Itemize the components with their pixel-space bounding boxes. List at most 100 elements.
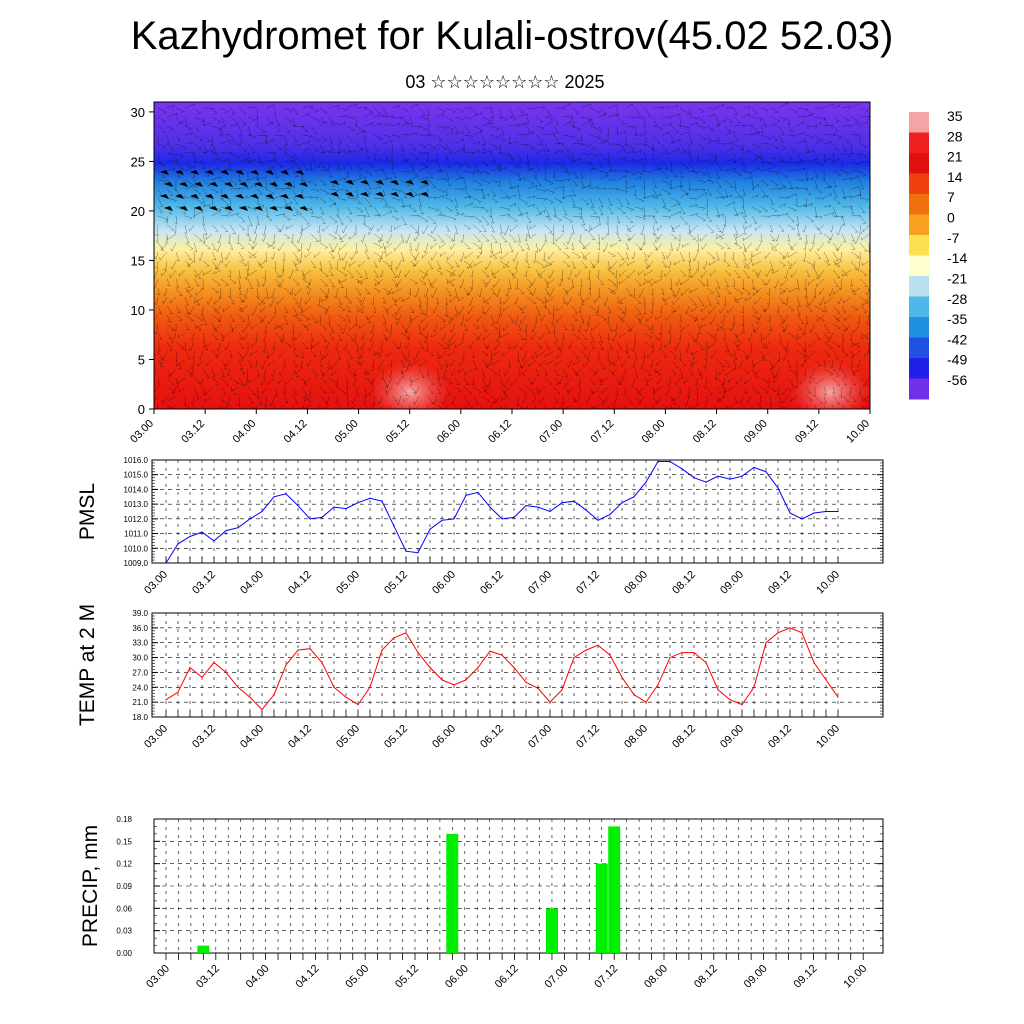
y-tick-label-0-00: 0.00 — [116, 949, 132, 958]
x-tick-label-07-00: 07.00 — [526, 723, 554, 751]
colorbar-label-0: 0 — [947, 210, 955, 226]
x-tick-label-05-12: 05.12 — [393, 963, 421, 991]
y-tick-label-1013-0: 1013.0 — [124, 500, 149, 509]
data-point-47 — [729, 478, 731, 480]
x-tick-label-07-00: 07.00 — [543, 963, 571, 991]
precip-bar-5 — [608, 826, 621, 953]
data-point-54 — [813, 661, 815, 664]
y-tick-label-0-09: 0.09 — [116, 882, 132, 891]
x-tick-label-03-00: 03.00 — [142, 569, 170, 597]
x-tick-label-09-12: 09.12 — [766, 569, 794, 597]
pmsl-panel: 1009.0 1010.0 1011.0 1012.0 1013.0 1014.0 1015… — [76, 456, 884, 597]
data-point-39 — [633, 694, 635, 696]
data-point-46 — [717, 689, 719, 691]
data-point-2 — [189, 666, 191, 669]
data-point-30 — [525, 505, 527, 507]
data-point-43 — [681, 468, 683, 470]
data-point-45 — [705, 481, 707, 483]
data-point-46 — [717, 475, 719, 477]
x-tick-label-05-00: 05.00 — [334, 723, 362, 751]
data-point-5 — [225, 530, 227, 532]
precip-bar-3 — [546, 908, 558, 953]
x-tick-label-06-12: 06.12 — [478, 723, 506, 751]
colorbar-label-42: -42 — [947, 331, 967, 347]
colorbar-swatch-3 — [909, 153, 929, 174]
x-tick-label-08-00: 08.00 — [622, 723, 650, 751]
y-tick-label-1015-0: 1015.0 — [124, 471, 149, 480]
data-point-2 — [189, 535, 191, 538]
data-point-20 — [405, 550, 407, 552]
data-point-21 — [417, 652, 419, 654]
colorbar-label-7: 7 — [947, 189, 955, 205]
data-point-30 — [525, 681, 527, 683]
data-point-4 — [213, 540, 215, 542]
data-point-23 — [441, 519, 443, 521]
data-point-16 — [357, 502, 359, 504]
data-point-19 — [393, 637, 395, 639]
data-point-47 — [729, 699, 731, 701]
data-point-7 — [249, 518, 251, 520]
data-point-19 — [393, 525, 395, 527]
data-point-37 — [609, 513, 611, 516]
data-point-51 — [777, 632, 779, 634]
x-tick-label-10-00: 10.00 — [841, 963, 869, 991]
x-tick-label-10-00: 10.00 — [844, 418, 872, 446]
cross-section-panel: 0 5 10 15 20 25 30 03.00 03.12 04.00 04.12 05.00 05.… — [128, 101, 872, 446]
data-point-24 — [453, 518, 455, 520]
x-tick-label-04-12: 04.12 — [286, 723, 314, 751]
colorbar-label-28: -28 — [947, 291, 967, 307]
data-point-0 — [165, 699, 167, 701]
x-tick-label-03-12: 03.12 — [194, 963, 222, 991]
x-tick-label-03-00: 03.00 — [144, 963, 172, 991]
y-tick-label-0: 0 — [138, 402, 145, 417]
x-tick-label-07-12: 07.12 — [574, 723, 602, 751]
data-point-18 — [381, 500, 383, 502]
data-point-32 — [549, 701, 551, 703]
data-point-3 — [201, 676, 203, 679]
y-tick-label-1011-0: 1011.0 — [124, 530, 148, 539]
data-point-3 — [201, 531, 203, 533]
data-point-50 — [765, 471, 767, 473]
data-point-27 — [489, 650, 491, 652]
y-tick-label-1010-0: 1010.0 — [124, 544, 149, 553]
colorbar-swatch-14 — [909, 378, 929, 400]
data-point-13 — [321, 516, 323, 519]
y-tick-label-39-0: 39.0 — [132, 609, 148, 618]
data-point-50 — [765, 642, 767, 644]
x-tick-label-08-12: 08.12 — [691, 418, 719, 446]
panel-frame — [151, 612, 884, 718]
y-tick-label-36-0: 36.0 — [132, 624, 148, 633]
data-point-1 — [177, 691, 179, 693]
x-tick-label-07-00: 07.00 — [537, 418, 565, 446]
data-point-12 — [309, 518, 311, 520]
x-tick-label-06-12: 06.12 — [478, 569, 506, 597]
colorbar-label-21: 21 — [947, 149, 963, 165]
data-point-31 — [537, 687, 539, 689]
data-point-36 — [597, 519, 599, 521]
data-point-13 — [321, 661, 323, 664]
data-point-44 — [693, 477, 695, 479]
data-point-45 — [705, 661, 707, 664]
y-tick-label-25: 25 — [131, 154, 145, 169]
data-point-11 — [297, 505, 299, 507]
x-tick-label-08-00: 08.00 — [640, 418, 668, 446]
data-point-37 — [609, 654, 611, 656]
x-tick-label-04-00: 04.00 — [238, 723, 266, 751]
chart-subtitle: 03 ☆☆☆☆☆☆☆☆ 2025 — [405, 72, 605, 92]
data-point-17 — [369, 686, 371, 688]
data-point-36 — [597, 644, 599, 646]
data-point-35 — [585, 649, 587, 651]
y-tick-label-27-0: 27.0 — [132, 668, 148, 677]
colorbar-swatch-2 — [909, 132, 929, 154]
data-point-38 — [621, 676, 623, 679]
data-point-20 — [405, 632, 407, 634]
y-tick-label-30: 30 — [131, 105, 145, 120]
data-point-8 — [261, 709, 263, 711]
x-tick-label-08-12: 08.12 — [670, 569, 698, 597]
data-point-25 — [465, 494, 467, 496]
data-point-38 — [621, 502, 623, 504]
y-tick-label-1009-0: 1009.0 — [124, 559, 149, 568]
colorbar-swatch-9 — [909, 276, 929, 297]
y-tick-label-0-06: 0.06 — [116, 904, 132, 913]
